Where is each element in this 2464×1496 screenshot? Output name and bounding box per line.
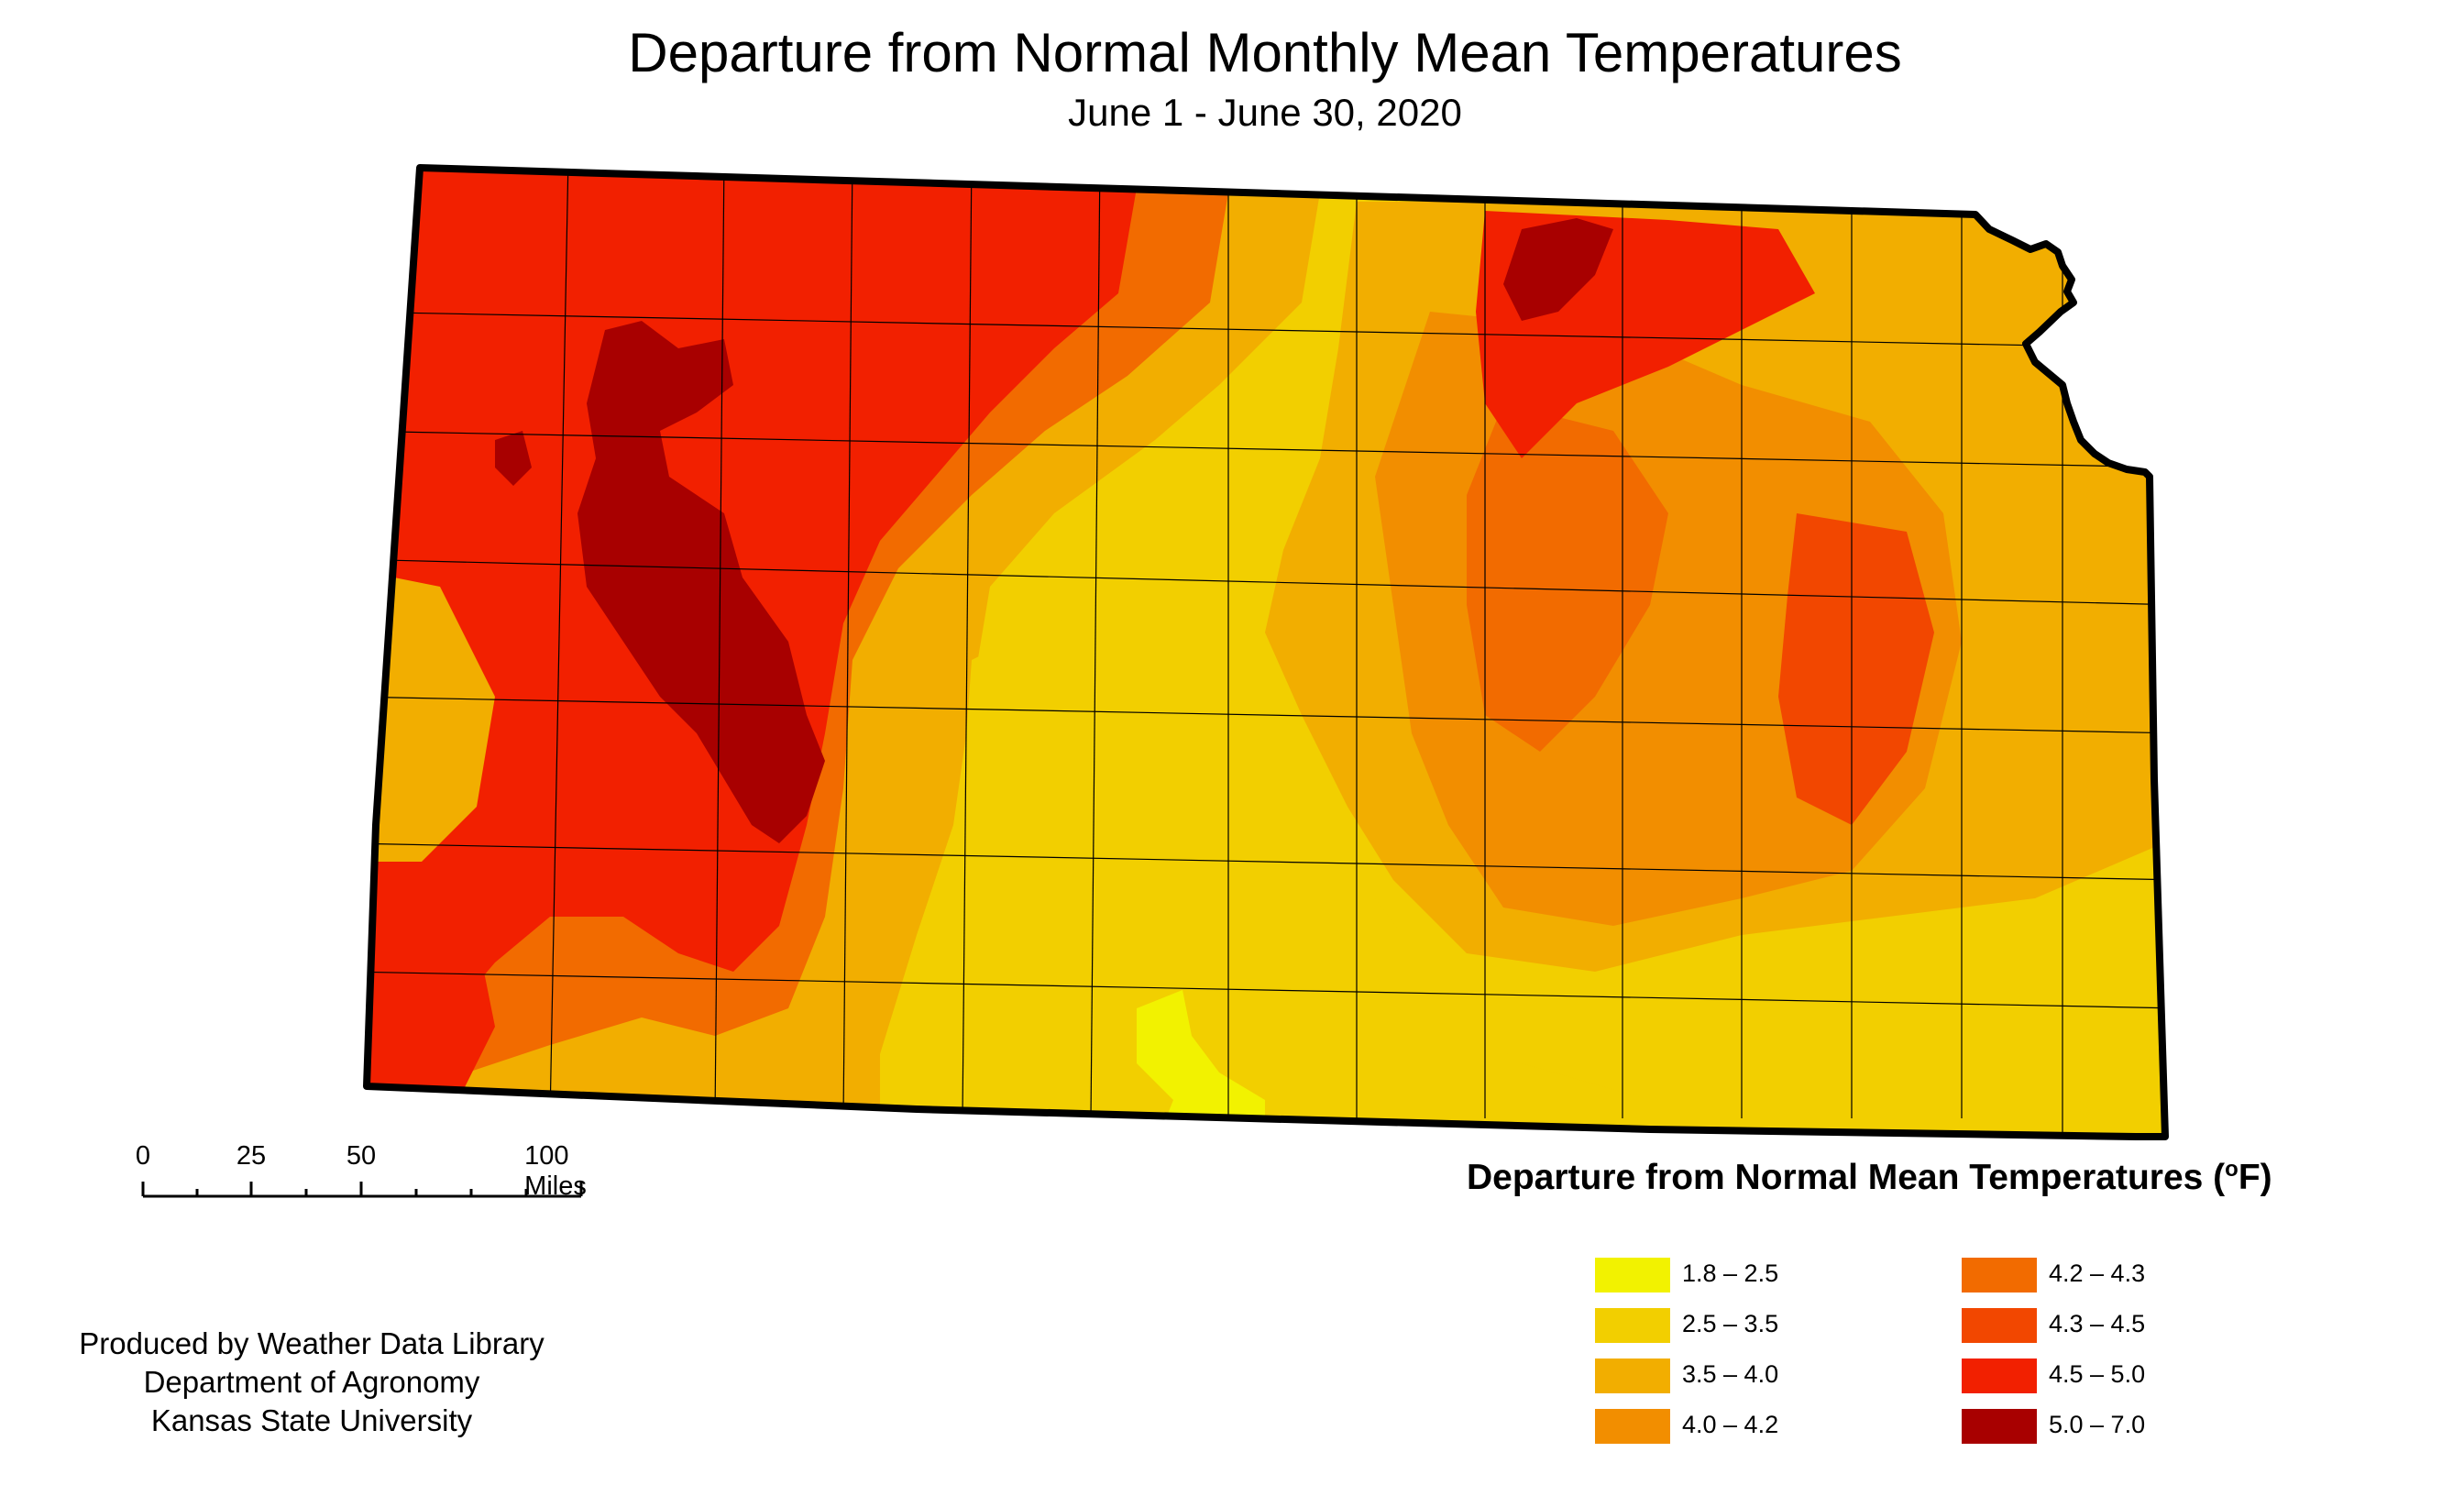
legend-swatch — [1962, 1358, 2037, 1393]
scale-tick-label: 50 — [346, 1141, 377, 1171]
legend-unit-text: F) — [2238, 1158, 2272, 1197]
legend-label: 4.0 – 4.2 — [1682, 1411, 1779, 1438]
legend-title-text: Departure from Normal Mean Temperatures … — [1467, 1158, 2226, 1197]
legend-swatch — [1595, 1308, 1670, 1343]
legend-swatch — [1595, 1358, 1670, 1393]
legend-label: 5.0 – 7.0 — [2049, 1411, 2146, 1438]
legend-swatch — [1595, 1409, 1670, 1444]
scale-bar-graphic — [141, 1182, 583, 1198]
legend-label: 4.2 – 4.3 — [2049, 1260, 2146, 1287]
legend-label: 4.5 – 5.0 — [2049, 1360, 2146, 1388]
scale-bar: 0 25 50 100 Miles — [128, 1141, 605, 1215]
northeast-hot-core — [1503, 218, 1613, 321]
map-subtitle: June 1 - June 30, 2020 — [1068, 91, 1462, 134]
west-hot-core — [578, 321, 825, 843]
legend-swatch — [1962, 1409, 2037, 1444]
county-lines — [367, 168, 2165, 1137]
scale-tick-label: 25 — [236, 1141, 267, 1171]
legend-label: 1.8 – 2.5 — [1682, 1260, 1779, 1287]
legend-label: 4.3 – 4.5 — [2049, 1310, 2146, 1337]
west-hot-core-2 — [495, 431, 532, 486]
scale-tick-label: 0 — [135, 1141, 151, 1171]
map-title: Departure from Normal Monthly Mean Tempe… — [628, 22, 1902, 83]
central-yellow-zone — [898, 605, 2163, 1137]
credits: Produced by Weather Data Library Departm… — [37, 1325, 587, 1440]
credit-line: Department of Agronomy — [143, 1365, 480, 1399]
east-red-orange-zone — [1467, 403, 1668, 752]
legend-swatch — [1595, 1258, 1670, 1292]
legend-label: 2.5 – 3.5 — [1682, 1310, 1779, 1337]
legend-title: Departure from Normal Mean Temperatures … — [1467, 1157, 2272, 1198]
legend-label: 3.5 – 4.0 — [1682, 1360, 1779, 1388]
lightest-yellow-zone — [1137, 990, 1265, 1137]
kansas-state-border — [363, 164, 2169, 1140]
legend-degree-symbol: o — [2225, 1157, 2238, 1182]
east-red-orange-zone-2 — [1778, 513, 1934, 825]
legend-swatch — [1962, 1258, 2037, 1292]
legend-swatch — [1962, 1308, 2037, 1343]
southwest-hot-zone — [367, 862, 495, 1100]
credit-line: Produced by Weather Data Library — [79, 1326, 544, 1360]
credit-line: Kansas State University — [150, 1403, 473, 1437]
